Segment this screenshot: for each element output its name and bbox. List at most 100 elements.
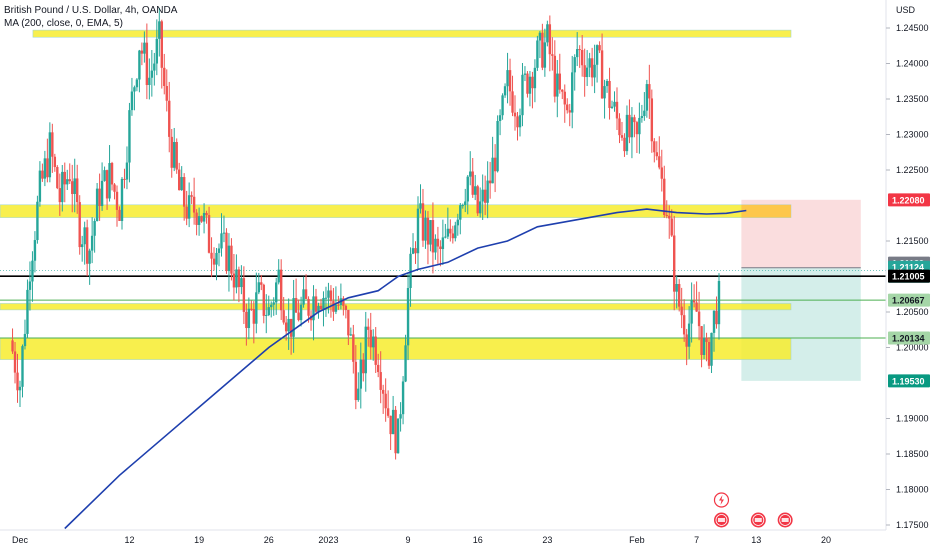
candle-body <box>379 372 382 390</box>
candle-body <box>148 77 151 86</box>
green-label-1[interactable] <box>888 293 930 307</box>
indicator-label[interactable]: MA (200, close, 0, EMA, 5) <box>4 18 123 29</box>
candle-body <box>90 235 94 251</box>
current-label-text: 1.21005 <box>892 272 925 282</box>
green-label-2[interactable] <box>888 331 930 345</box>
candle-body <box>165 86 168 101</box>
candle-body <box>200 216 203 222</box>
candle-body <box>362 359 365 374</box>
candle-body <box>476 186 479 214</box>
candle-body <box>421 203 425 241</box>
candle-body <box>556 73 559 97</box>
candle-body <box>561 89 564 92</box>
flash-icon-bolt <box>718 495 724 505</box>
candle-body <box>610 106 614 108</box>
take-profit-zone[interactable] <box>741 267 861 381</box>
candle-body <box>178 169 181 191</box>
candle-body <box>98 188 101 207</box>
candle-body <box>488 180 492 184</box>
candle-body <box>344 305 348 310</box>
target-label[interactable] <box>888 374 930 388</box>
candle-body <box>685 334 688 347</box>
zone-support-1[interactable] <box>0 303 792 311</box>
candle-body <box>342 298 345 306</box>
candle-body <box>605 80 609 87</box>
candle-body <box>68 179 71 182</box>
zone-support-2[interactable] <box>0 337 792 360</box>
candle-body <box>329 290 333 302</box>
candle-body <box>712 310 716 333</box>
candle-body <box>334 304 338 312</box>
candle-body <box>41 170 44 179</box>
candle-body <box>518 115 522 128</box>
candle-body <box>297 312 300 321</box>
candle-body <box>53 156 57 168</box>
candle-body <box>700 326 703 355</box>
candle-body <box>100 180 104 207</box>
y-tick-label: 1.24000 <box>896 59 929 69</box>
candle-body <box>225 232 228 272</box>
candle-body <box>481 189 484 202</box>
candle-body <box>409 253 412 288</box>
candle-body <box>533 67 537 89</box>
candle-body <box>483 189 487 203</box>
candle-body <box>603 86 606 99</box>
candle-body <box>625 114 629 152</box>
candle-body <box>173 142 176 168</box>
candle-body <box>227 245 231 272</box>
candle-body <box>182 177 186 207</box>
candle-body <box>354 361 358 401</box>
candle-body <box>374 336 377 365</box>
x-tick-label: 7 <box>694 535 699 545</box>
candle-body <box>76 178 79 203</box>
candle-body <box>399 414 402 419</box>
candle-body <box>394 409 397 454</box>
candle-body <box>401 381 405 415</box>
flag-icon-band <box>781 518 789 522</box>
ema-200-line[interactable] <box>64 208 747 530</box>
candle-body <box>389 415 392 435</box>
candle-body <box>359 359 362 389</box>
candle-body <box>95 188 99 222</box>
zone-resistance-top[interactable] <box>32 29 792 38</box>
candle-body <box>456 219 459 226</box>
candle-body <box>304 289 308 299</box>
candle-body <box>498 115 502 121</box>
candle-body <box>140 50 144 54</box>
candle-body <box>61 171 64 203</box>
flag-icon-ring <box>752 514 765 526</box>
candle-body <box>635 122 639 135</box>
candle-body <box>414 248 417 254</box>
candle-body <box>78 202 81 248</box>
target-label-text: 1.19530 <box>892 376 925 386</box>
candle-body <box>265 314 268 316</box>
candle-body <box>628 114 631 138</box>
candle-body <box>588 58 591 68</box>
candle-body <box>133 87 136 92</box>
candle-body <box>675 284 678 292</box>
candle-body <box>466 176 469 202</box>
candle-body <box>650 98 654 142</box>
candle-body <box>260 282 263 285</box>
candle-body <box>324 297 328 299</box>
candle-body <box>240 278 243 288</box>
candle-body <box>252 309 256 324</box>
current-label[interactable] <box>888 269 930 283</box>
candle-body <box>630 117 634 138</box>
candle-body <box>503 86 507 96</box>
candle-body <box>478 201 482 214</box>
candle-body <box>33 240 37 261</box>
y-tick-label: 1.18000 <box>896 485 929 495</box>
candle-body <box>546 24 549 43</box>
candle-body <box>319 305 323 309</box>
stop-label[interactable] <box>888 193 930 207</box>
candle-body <box>294 298 298 313</box>
last-price-label-text: 1.21124 <box>892 263 924 273</box>
symbol-title[interactable]: British Pound / U.S. Dollar, 4h, OANDA <box>4 5 178 16</box>
y-tick-label: 1.21500 <box>896 236 929 246</box>
candle-body <box>292 298 295 337</box>
candle-body <box>115 191 119 210</box>
candle-body <box>501 95 504 116</box>
